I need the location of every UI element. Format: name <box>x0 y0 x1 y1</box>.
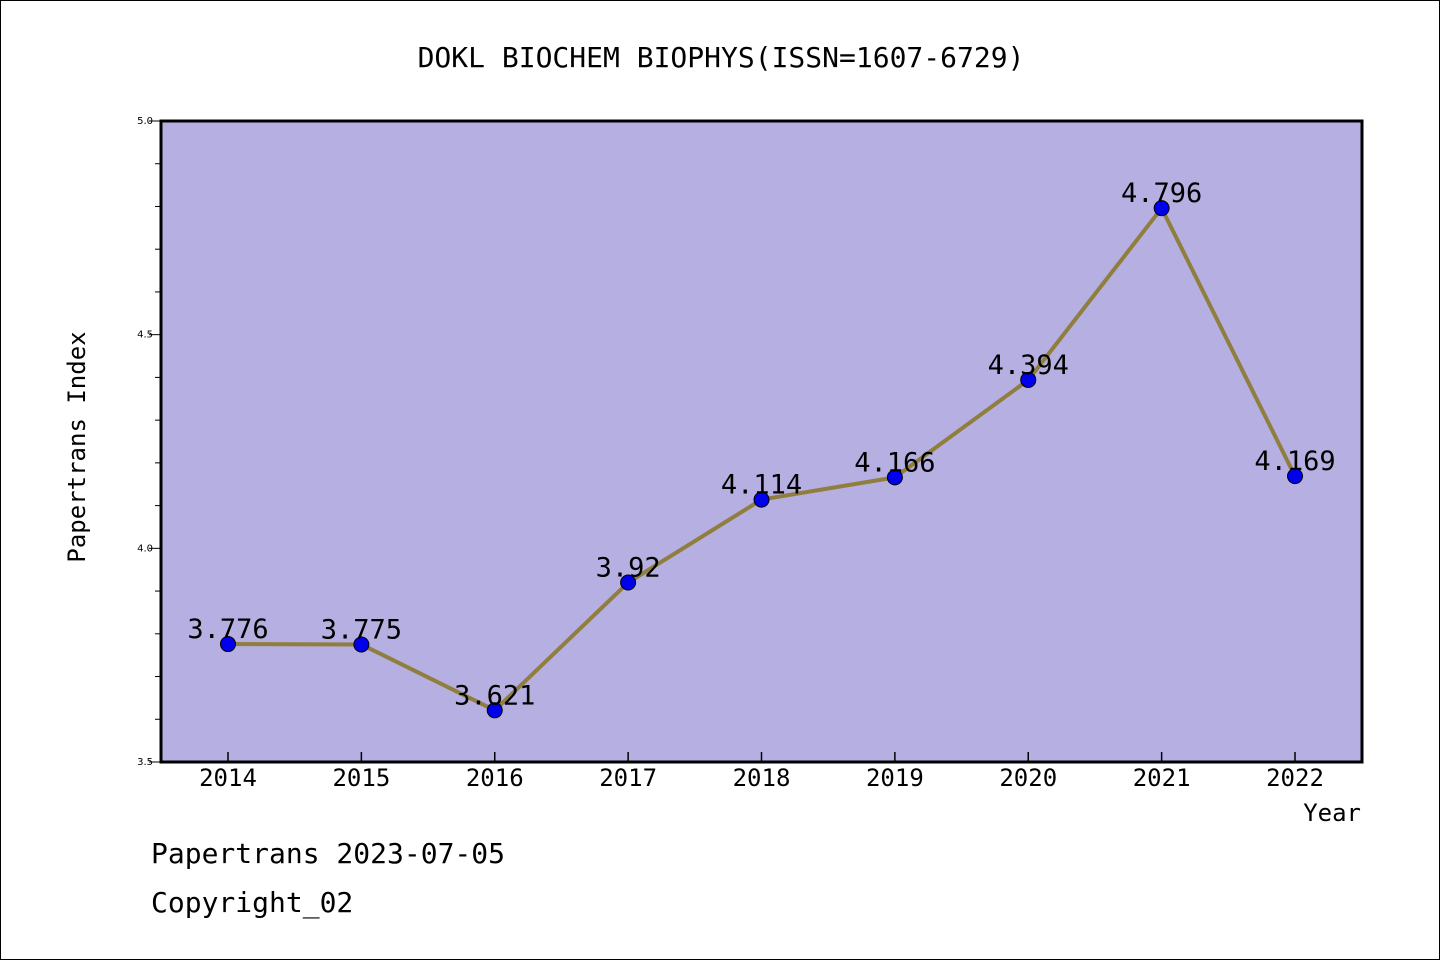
data-label: 4.166 <box>854 447 935 478</box>
data-point <box>353 636 370 653</box>
data-label: 4.394 <box>988 350 1069 381</box>
x-tick-label: 2020 <box>999 764 1057 792</box>
data-label: 4.169 <box>1254 446 1335 477</box>
data-point <box>1287 468 1303 485</box>
y-tick-label: 3.5 <box>137 757 153 768</box>
footer-copyright: Copyright_02 <box>151 886 354 919</box>
x-tick-label: 2018 <box>733 764 791 792</box>
x-tick-label: 2014 <box>199 764 257 792</box>
data-label: 3.621 <box>454 680 535 711</box>
y-tick-label: 4.5 <box>137 330 153 341</box>
x-tick-label: 2022 <box>1266 764 1324 792</box>
data-label: 4.796 <box>1121 178 1202 209</box>
x-tick-label: 2021 <box>1133 764 1191 792</box>
y-axis: 3.5 4.0 4.5 5.0 <box>137 116 161 768</box>
y-tick-label: 4.0 <box>137 543 153 554</box>
data-label: 3.776 <box>187 614 268 645</box>
x-tick-label: 2017 <box>599 764 657 792</box>
data-point <box>486 702 503 719</box>
data-point <box>620 574 637 591</box>
x-axis-label: Year <box>1303 799 1361 827</box>
plot-border <box>159 119 1364 764</box>
x-tick-label: 2015 <box>332 764 390 792</box>
data-point <box>1153 200 1170 217</box>
data-label: 4.114 <box>721 470 802 501</box>
x-tick-label: 2016 <box>466 764 524 792</box>
data-label: 3.92 <box>596 553 661 584</box>
y-tick-label: 5.0 <box>137 116 153 127</box>
data-label: 3.775 <box>321 614 402 645</box>
data-point <box>753 491 770 508</box>
x-tick-label: 2019 <box>866 764 924 792</box>
data-point <box>1020 371 1037 388</box>
series-layer: 3.776 3.775 3.621 3.92 4.114 4.166 4.394 4.796 4… <box>187 178 1336 719</box>
data-point <box>220 636 236 653</box>
plot-area <box>161 121 1362 762</box>
data-point <box>886 469 903 486</box>
x-axis: 2014 2015 2016 2017 2018 2019 2020 2021 2022 <box>199 752 1324 792</box>
footer-date: Papertrans 2023-07-05 <box>151 837 506 870</box>
y-axis-label: Papertrans Index <box>63 331 91 562</box>
chart-title: DOKL BIOCHEM BIOPHYS(ISSN=1607-6729) <box>418 41 1025 74</box>
